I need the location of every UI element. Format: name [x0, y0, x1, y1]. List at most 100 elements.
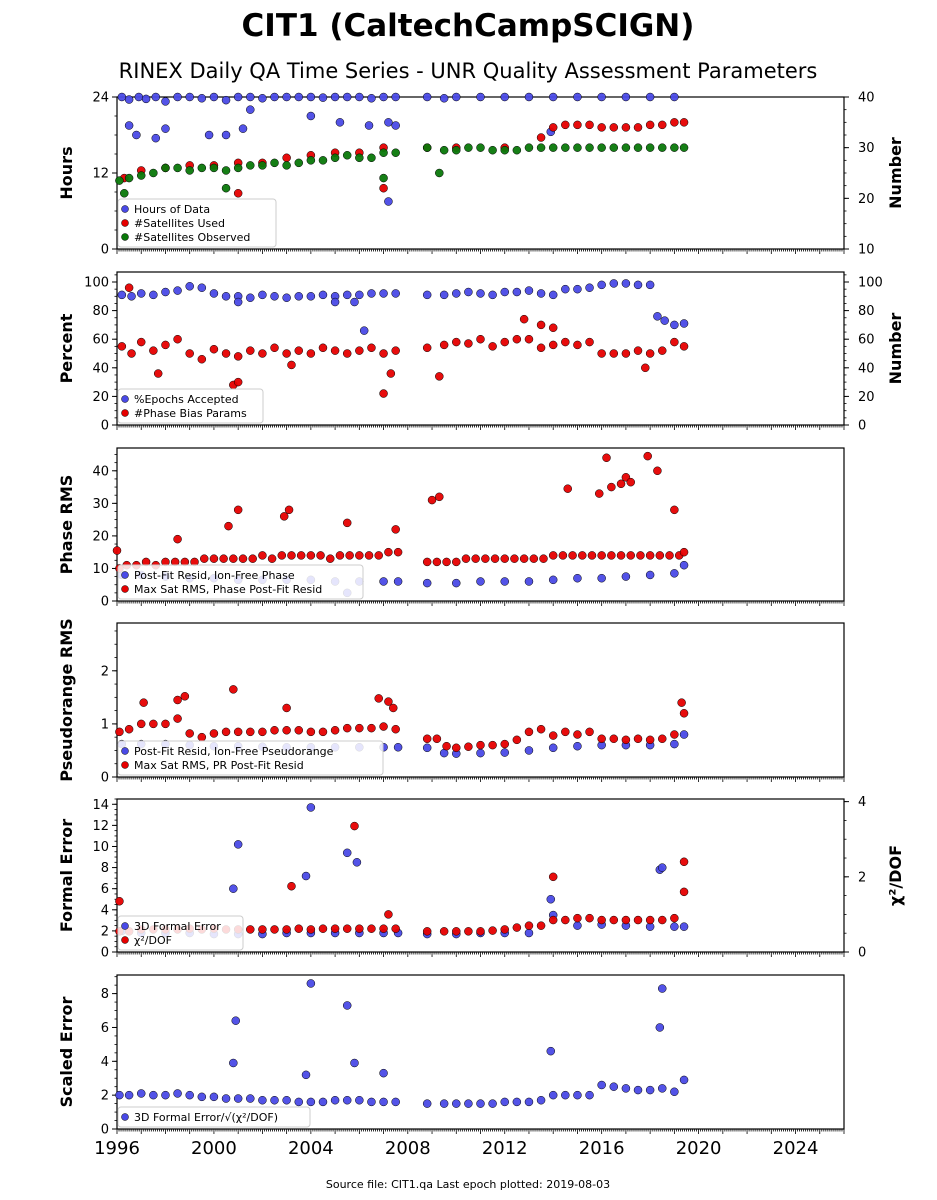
data-point: [209, 1092, 219, 1102]
legend-marker: [121, 585, 129, 593]
data-point: [330, 924, 340, 933]
data-point: [391, 289, 400, 298]
data-point: [524, 746, 534, 755]
y2-axis-label: χ²/DOF: [886, 845, 905, 906]
data-point: [500, 1097, 509, 1107]
data-point: [602, 453, 611, 463]
data-point: [548, 575, 558, 585]
legend-marker: [121, 922, 129, 930]
data-point: [524, 143, 534, 152]
data-point: [282, 153, 291, 163]
data-point: [536, 343, 546, 353]
data-point: [609, 143, 619, 152]
data-point: [568, 551, 577, 560]
data-point: [573, 573, 582, 583]
data-point: [330, 153, 340, 163]
data-point: [422, 743, 432, 753]
data-point: [476, 748, 485, 758]
data-point: [173, 334, 182, 344]
data-point: [391, 121, 400, 130]
data-point: [548, 290, 558, 300]
data-point: [500, 92, 509, 102]
data-point: [500, 925, 509, 934]
y-tick-label: 10: [92, 840, 109, 855]
data-point: [481, 554, 490, 563]
y-tick-label: 0: [101, 946, 109, 961]
data-point: [294, 346, 303, 355]
y-tick-label: 80: [92, 304, 109, 319]
data-point: [117, 290, 127, 300]
data-point: [342, 723, 352, 733]
data-point: [115, 1090, 124, 1100]
data-point: [621, 279, 631, 288]
data-point: [379, 92, 388, 102]
legend-marker: [121, 233, 129, 241]
data-point: [173, 714, 182, 723]
data-point: [352, 858, 362, 867]
legend-box: [117, 198, 277, 248]
data-point: [287, 360, 296, 370]
data-point: [161, 124, 170, 133]
data-point: [258, 727, 267, 737]
data-point: [427, 495, 437, 505]
y2-tick-label: 4: [858, 795, 866, 810]
data-point: [464, 742, 473, 751]
data-point: [597, 734, 606, 744]
data-point: [645, 349, 655, 358]
data-point: [490, 554, 500, 563]
data-point: [548, 551, 558, 560]
series-1: [117, 279, 689, 335]
data-point: [607, 551, 616, 560]
data-point: [645, 92, 655, 102]
data-point: [197, 354, 207, 364]
data-point: [670, 118, 679, 127]
data-point: [616, 551, 626, 560]
data-point: [233, 297, 243, 307]
data-point: [391, 92, 400, 102]
data-point: [452, 927, 461, 936]
data-point: [379, 349, 388, 358]
data-point: [149, 290, 158, 300]
data-point: [660, 316, 669, 325]
legend-label: Max Sat RMS, PR Post-Fit Resid: [134, 759, 304, 772]
data-point: [645, 1085, 655, 1095]
data-point: [679, 342, 689, 351]
data-point: [422, 734, 432, 744]
data-point: [389, 703, 398, 713]
data-point: [350, 821, 359, 831]
data-point: [422, 1099, 432, 1108]
data-point: [209, 289, 219, 298]
data-point: [149, 168, 158, 178]
data-point: [367, 343, 376, 353]
data-point: [633, 915, 643, 925]
data-point: [573, 1090, 582, 1100]
data-point: [161, 340, 170, 350]
y-axis-label: Phase RMS: [57, 475, 76, 575]
data-point: [500, 554, 509, 563]
data-point: [573, 741, 582, 751]
data-point: [185, 92, 194, 102]
data-point: [127, 292, 136, 301]
legend-marker: [121, 205, 129, 213]
y-tick-label: 0: [101, 771, 109, 786]
data-point: [233, 1094, 243, 1103]
y-axis-label: Formal Error: [57, 819, 76, 932]
data-point: [679, 922, 689, 931]
data-point: [679, 560, 689, 570]
data-point: [379, 1068, 388, 1078]
data-point: [609, 1082, 619, 1091]
y-axis-label: Percent: [57, 313, 76, 383]
data-point: [393, 743, 403, 752]
data-point: [379, 1097, 388, 1107]
data-point: [294, 92, 303, 102]
data-point: [282, 161, 291, 170]
data-point: [391, 924, 400, 933]
data-point: [384, 197, 393, 206]
data-point: [294, 158, 303, 168]
panel-2: 0 20 40 60 80 100 Percent 0 20 40 60 80 100 Number %Ep…: [57, 271, 905, 434]
data-point: [548, 743, 558, 753]
y-axis-label: Hours: [57, 146, 76, 199]
data-point: [326, 554, 335, 563]
